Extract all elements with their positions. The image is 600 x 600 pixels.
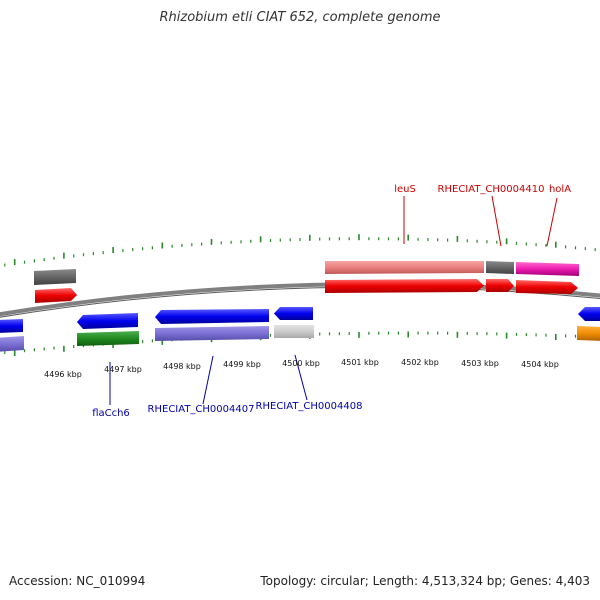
cds-arrow-flaCch6 bbox=[77, 313, 138, 329]
gene-bar-RHECIAT_CH0004410-outer bbox=[486, 261, 514, 274]
gene-bar-orange-right bbox=[577, 326, 600, 341]
cds-arrow-RHECIAT_CH0004407 bbox=[155, 309, 269, 324]
outer-tick-ring bbox=[4, 234, 596, 267]
gene-label-RHECIAT_CH0004407: RHECIAT_CH0004407 bbox=[148, 404, 255, 415]
cds-arrow-forward-left bbox=[35, 288, 77, 303]
scale-label: 4503 kbp bbox=[461, 359, 499, 368]
topology-label: Topology: circular; Length: 4,513,324 bp… bbox=[260, 574, 590, 588]
gene-label-RHECIAT_CH0004410: RHECIAT_CH0004410 bbox=[438, 184, 545, 195]
scale-label: 4499 kbp bbox=[223, 360, 261, 369]
scale-label: 4496 kbp bbox=[44, 370, 82, 379]
leader-line-holA bbox=[546, 197, 558, 247]
gene-label-RHECIAT_CH0004408: RHECIAT_CH0004408 bbox=[256, 401, 363, 412]
gene-bar-flaCch6 bbox=[77, 331, 139, 346]
gene-bar-holA-outer bbox=[516, 262, 579, 276]
leader-line-RHECIAT_CH0004407 bbox=[202, 355, 214, 405]
cds-arrow-leuS bbox=[325, 279, 484, 293]
scale-labels: 4496 kbp 4497 kbp 4498 kbp 4499 kbp 4500… bbox=[44, 358, 559, 379]
scale-label: 4500 kbp bbox=[282, 359, 320, 368]
gene-label-leuS: leuS bbox=[394, 184, 416, 195]
scale-label: 4504 kbp bbox=[521, 360, 559, 369]
gene-bar-leuS-outer bbox=[325, 261, 484, 274]
scale-label: 4497 kbp bbox=[104, 365, 142, 374]
genome-title: Rhizobium etli CIAT 652, complete genome bbox=[159, 10, 441, 25]
leader-line-RHECIAT_CH0004410 bbox=[491, 195, 502, 247]
cds-arrow-RHECIAT_CH0004408 bbox=[274, 307, 313, 320]
gene-bar-gray-left bbox=[34, 269, 76, 285]
gene-bar-RHECIAT_CH0004407 bbox=[155, 326, 269, 341]
cds-arrow-holA bbox=[516, 280, 578, 294]
accession-label: Accession: NC_010994 bbox=[9, 574, 146, 588]
cds-arrow-RHECIAT_CH0004410 bbox=[486, 279, 514, 292]
gene-bar-purple-far-left bbox=[0, 336, 24, 352]
scale-label: 4501 kbp bbox=[341, 358, 379, 367]
scale-label: 4502 kbp bbox=[401, 358, 439, 367]
cds-arrow-reverse-far-left bbox=[0, 319, 23, 333]
scale-label: 4498 kbp bbox=[163, 362, 201, 371]
leader-line-RHECIAT_CH0004408 bbox=[294, 354, 308, 401]
gene-label-flaCch6: flaCch6 bbox=[92, 408, 130, 419]
cds-arrow-reverse-right bbox=[578, 307, 600, 321]
gene-bar-RHECIAT_CH0004408 bbox=[274, 325, 314, 338]
gene-label-holA: holA bbox=[549, 184, 571, 195]
